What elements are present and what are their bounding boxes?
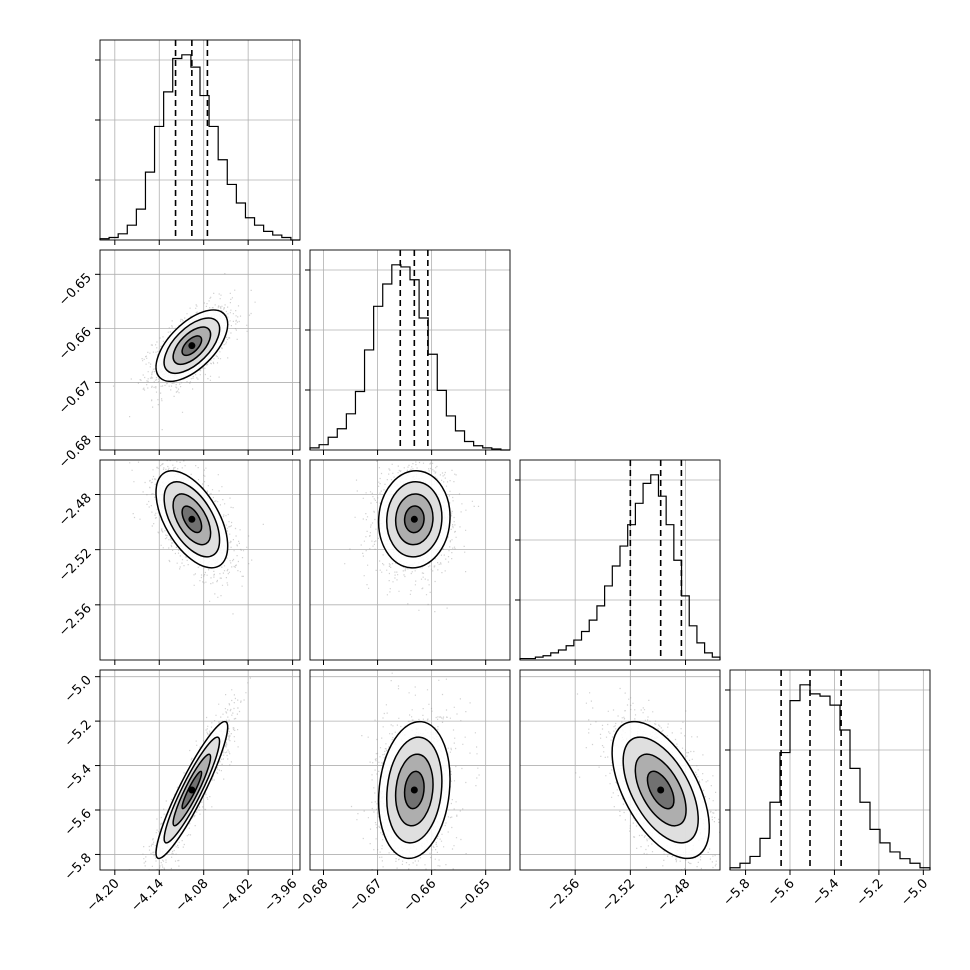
ytick-label: −0.67 [56, 379, 95, 418]
ytick-label: −2.52 [56, 546, 95, 585]
density-2-0 [129, 460, 264, 615]
ytick-label: −5.6 [62, 806, 95, 839]
density-3-1 [350, 672, 480, 870]
xtick-label: −4.20 [84, 876, 123, 915]
xtick-label: −5.2 [854, 876, 887, 909]
xtick-label: −0.67 [347, 876, 386, 915]
hist-1-grid [310, 250, 510, 450]
panel-3-2-frame [519, 669, 721, 871]
xtick-label: −0.68 [293, 876, 332, 915]
xtick-label: −0.65 [455, 876, 494, 915]
hist-1-frame [309, 249, 511, 451]
histogram-2 [519, 474, 721, 660]
density-peak [188, 342, 196, 350]
panel-1-0-frame [99, 249, 301, 451]
xtick-label: −2.48 [655, 876, 694, 915]
density-1-0 [112, 273, 256, 431]
xtick-label: −4.02 [217, 876, 256, 915]
ytick-label: −5.8 [62, 851, 95, 884]
xtick-label: −2.52 [599, 876, 638, 915]
histogram-3 [729, 684, 931, 870]
ytick-label: −2.48 [56, 491, 95, 530]
ytick-label: −5.0 [62, 673, 95, 706]
density-peak [410, 515, 418, 523]
xtick-label: −5.8 [720, 876, 753, 909]
panel-2-0-frame [99, 459, 301, 661]
xtick-label: −4.14 [128, 876, 167, 915]
panel-3-1-frame [309, 669, 511, 871]
histogram-0 [99, 54, 300, 241]
density-2-1 [344, 460, 480, 613]
ytick-label: −5.2 [62, 717, 95, 750]
ytick-label: −0.66 [56, 325, 95, 364]
hist-0-frame [99, 39, 301, 241]
ytick-label: −0.65 [56, 271, 95, 310]
density-peak [188, 515, 196, 523]
panel-2-1-frame [309, 459, 511, 661]
xtick-label: −3.96 [262, 876, 301, 915]
ytick-label: −5.4 [62, 762, 95, 795]
ytick-label: −0.68 [56, 433, 95, 472]
hist-3-grid [730, 670, 930, 870]
xtick-label: −2.56 [544, 876, 583, 915]
xtick-label: −4.08 [173, 876, 212, 915]
density-peak [410, 786, 418, 794]
xtick-label: −5.0 [898, 876, 931, 909]
hist-2-frame [519, 459, 721, 661]
histogram-1 [309, 264, 510, 451]
ytick-label: −2.56 [56, 601, 95, 640]
density-peak [188, 786, 196, 794]
hist-0-grid [100, 40, 300, 240]
density-3-0 [128, 670, 251, 870]
xtick-label: −5.6 [765, 876, 798, 909]
hist-3-frame [729, 669, 931, 871]
xtick-label: −5.4 [809, 876, 842, 909]
density-peak [657, 786, 665, 794]
xtick-label: −0.66 [401, 876, 440, 915]
density-3-2 [575, 687, 720, 870]
panel-3-0-frame [99, 669, 301, 871]
